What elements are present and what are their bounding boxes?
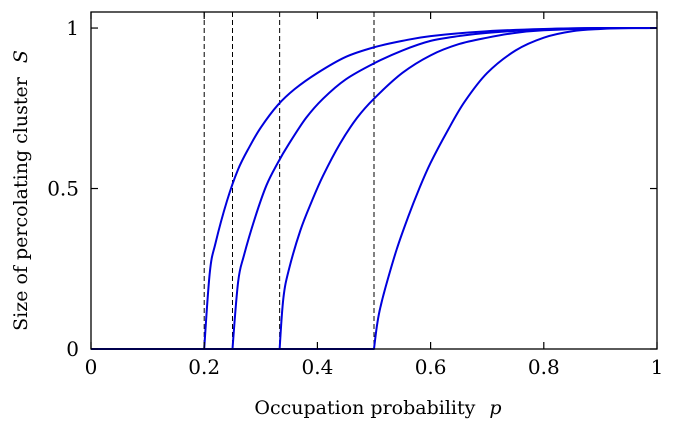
threshold-lines [203,12,375,349]
series-line-1 [91,26,658,350]
x-tick-label: 0 [85,355,98,379]
x-axis-label: Occupation probability p [254,397,501,419]
axis-ticks: 0 0.2 0.4 0.6 0.8 1 0 0.5 1 [47,12,663,379]
x-tick-label: 0.4 [301,355,333,379]
y-tick-label: 0 [66,337,79,361]
plot-frame [90,11,658,350]
x-tick-label: 0.6 [415,355,447,379]
series-lines [91,26,658,351]
y-axis-label: Size of percolating cluster S [10,50,32,331]
y-tick-label: 1 [66,16,79,40]
x-axis-variable: p [489,397,501,419]
y-axis-label-text: Size of percolating cluster [10,76,32,331]
series-line-3 [91,27,658,351]
y-axis-variable: S [10,50,32,63]
x-axis-label-text: Occupation probability [254,397,475,419]
x-tick-label: 0.2 [188,355,220,379]
series-line-4 [91,26,658,351]
y-tick-label: 0.5 [47,177,79,201]
series-line-2 [91,26,658,351]
x-tick-label: 1 [651,355,664,379]
x-tick-label: 0.8 [528,355,560,379]
